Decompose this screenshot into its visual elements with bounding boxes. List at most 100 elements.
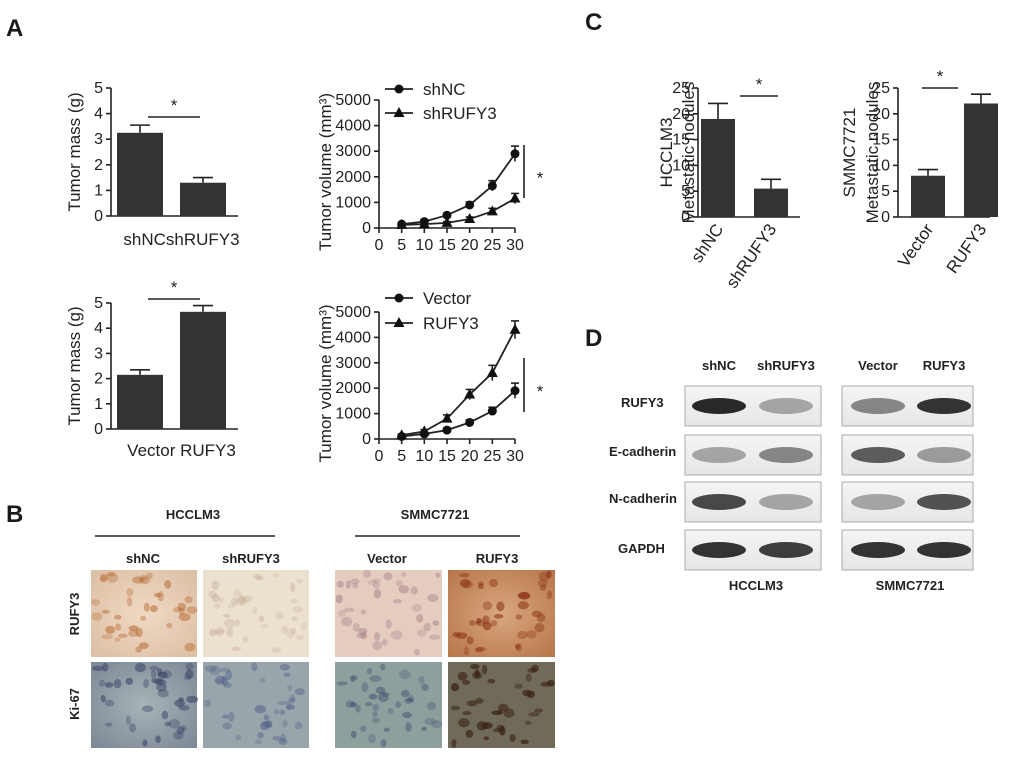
ihc-nucleus: [100, 694, 106, 703]
ihc-nucleus: [220, 676, 228, 686]
y-tick-label: 3: [94, 345, 103, 362]
ihc-nucleus: [173, 606, 182, 613]
y-tick-label: 5: [94, 295, 103, 312]
blot-band: [692, 542, 746, 558]
x-tick-label: 15: [438, 237, 456, 254]
ihc-nucleus: [280, 626, 288, 634]
ihc-nucleus: [234, 618, 241, 627]
ihc-nucleus: [157, 689, 169, 698]
ihc-nucleus: [231, 597, 238, 606]
blot-col-label: shRUFY3: [757, 358, 815, 373]
ihc-nucleus: [186, 606, 198, 614]
ihc-nucleus: [337, 609, 346, 617]
ihc-nucleus: [164, 721, 172, 727]
category-label: Vector: [894, 220, 937, 271]
blot-band: [692, 398, 746, 414]
y-tick-label: 25: [872, 80, 890, 97]
ihc-nucleus: [423, 622, 431, 632]
data-point: [465, 200, 475, 210]
ihc-nucleus: [272, 572, 280, 578]
ihc-nucleus: [471, 671, 483, 680]
ihc-row-label: Ki-67: [67, 688, 82, 720]
ihc-nucleus: [290, 598, 298, 604]
ihc-nucleus: [361, 682, 369, 692]
ihc-nucleus: [218, 597, 225, 603]
ihc-nucleus: [286, 704, 296, 710]
blot-band: [759, 542, 813, 558]
chart-a1-tumor-mass-shrufy3: 0 1 2 3 4 5 * shNCshRUFY3 Tumor mass (g): [65, 80, 240, 249]
data-point: [464, 213, 476, 224]
ihc-image-ki67-shrufy3: [203, 662, 309, 748]
ihc-nucleus: [99, 576, 107, 583]
ihc-nucleus: [398, 669, 411, 680]
ihc-nucleus: [235, 596, 248, 606]
category-label: RUFY3: [943, 220, 991, 277]
ihc-nucleus: [365, 701, 373, 707]
ihc-nucleus: [378, 692, 389, 703]
ihc-nucleus: [178, 613, 191, 621]
ihc-nucleus: [462, 711, 472, 716]
ihc-nucleus: [341, 616, 353, 627]
ihc-nucleus: [537, 579, 548, 588]
panel-letter-c: C: [585, 9, 602, 36]
series-line-shrufy3: [401, 197, 516, 226]
ihc-nucleus: [469, 620, 476, 626]
ihc-nucleus: [161, 670, 172, 679]
ihc-nucleus: [538, 571, 550, 582]
legend-marker: [394, 84, 404, 94]
ihc-nucleus: [272, 735, 281, 741]
ihc-nucleus: [213, 602, 221, 610]
ihc-nucleus: [278, 738, 288, 745]
ihc-nucleus: [466, 700, 478, 707]
ihc-nucleus: [257, 731, 264, 739]
ihc-nucleus: [352, 582, 359, 589]
ihc-nucleus: [285, 628, 295, 639]
ihc-nucleus: [546, 590, 553, 600]
ihc-nucleus: [104, 699, 115, 707]
ihc-nucleus: [398, 585, 410, 594]
blot-col-label: shNC: [702, 358, 737, 373]
legend-label: RUFY3: [423, 314, 479, 333]
ihc-group-right-label: SMMC7721: [401, 507, 470, 522]
y-axis-label: HCCLM3: [657, 118, 676, 188]
x-tick-label: 5: [397, 448, 406, 465]
ihc-nucleus: [526, 630, 537, 639]
data-point: [465, 417, 475, 427]
ihc-nucleus: [104, 682, 114, 688]
blot-col-label: Vector: [858, 358, 898, 373]
chart-c2-smmc7721-nodules: 0 5 10 15 20 25 * Vector RUFY3 SMMC7721 Metastatic…: [840, 67, 998, 277]
y-tick-label: 2000: [335, 380, 371, 397]
ihc-nucleus: [223, 613, 231, 618]
panel-letter-a: A: [6, 15, 23, 42]
ihc-nucleus: [128, 625, 139, 631]
ihc-nucleus: [407, 695, 415, 702]
ihc-nucleus: [424, 717, 437, 726]
x-tick-label: 30: [506, 448, 524, 465]
ihc-nucleus: [132, 576, 145, 584]
ihc-nucleus: [279, 664, 290, 671]
ihc-nucleus: [211, 594, 220, 603]
ihc-nucleus: [385, 619, 392, 629]
series-line-shnc: [401, 153, 516, 226]
ihc-nucleus: [435, 572, 441, 578]
ihc-nucleus: [260, 623, 269, 629]
blot-band: [759, 494, 813, 510]
x-tick-label: 20: [461, 448, 479, 465]
significance-star: *: [537, 169, 544, 188]
ihc-nucleus: [375, 686, 386, 694]
ihc-nucleus: [255, 575, 265, 581]
ihc-nucleus: [534, 622, 545, 633]
ihc-nucleus: [474, 620, 481, 626]
ihc-nucleus: [428, 634, 441, 640]
blot-footer-right: SMMC7721: [876, 578, 945, 593]
ihc-nucleus: [355, 704, 361, 713]
ihc-nucleus: [289, 694, 296, 704]
y-tick-label: 1000: [335, 406, 371, 423]
ihc-nucleus: [203, 699, 212, 708]
data-point: [418, 218, 430, 229]
ihc-nucleus: [282, 719, 288, 728]
ihc-nucleus: [482, 601, 493, 611]
ihc-nucleus: [142, 739, 148, 747]
ihc-nucleus: [418, 675, 425, 685]
